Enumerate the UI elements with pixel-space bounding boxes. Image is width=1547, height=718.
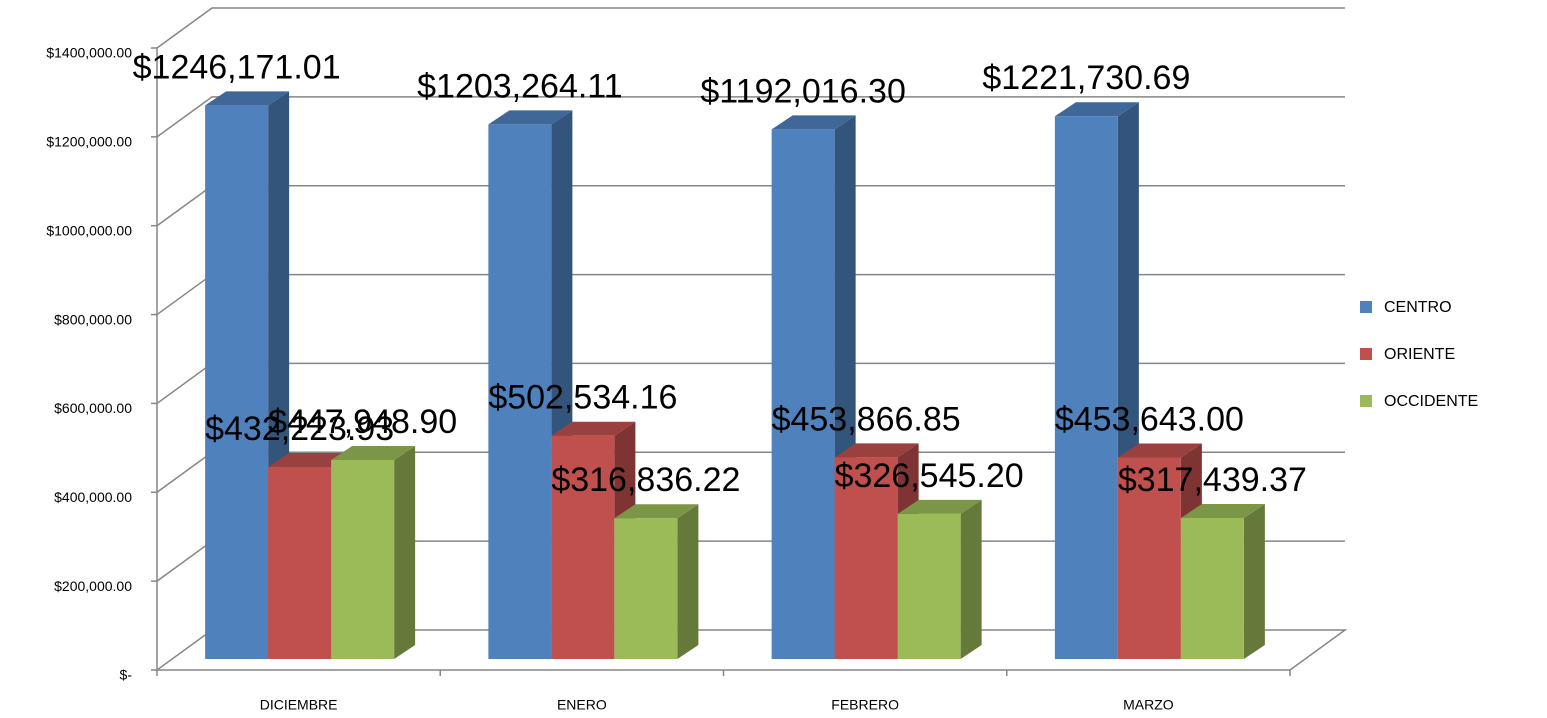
bar-top [614, 504, 699, 519]
y-tick-label: $600,000.00 [54, 400, 132, 416]
y-tick-label: $1400,000.00 [46, 45, 132, 61]
value-label: $453,866.85 [772, 400, 961, 438]
legend-swatch [1360, 301, 1372, 313]
value-label: $1203,264.11 [417, 67, 622, 105]
y-tick-label: $200,000.00 [54, 578, 132, 594]
bar [331, 459, 395, 659]
bar-side [960, 499, 982, 659]
value-label: $502,534.16 [488, 379, 677, 417]
bar-top [834, 443, 919, 458]
bar-side [1243, 503, 1265, 659]
grid-line [156, 273, 1345, 316]
bar-top [897, 499, 982, 514]
value-label: $453,643.00 [1055, 400, 1244, 438]
bar-top [1054, 102, 1139, 117]
legend-label: ORIENTE [1384, 346, 1455, 363]
bar-side [677, 504, 699, 659]
grid-line [156, 362, 1345, 405]
value-label: $316,836.22 [551, 461, 740, 499]
x-tick-label: FEBRERO [831, 697, 899, 713]
legend-label: OCCIDENTE [1384, 393, 1478, 410]
y-tick-label: $1000,000.00 [46, 222, 132, 238]
y-tick-label: $1200,000.00 [46, 134, 132, 150]
legend-label: CENTRO [1384, 299, 1452, 316]
grid-line [156, 184, 1345, 227]
bar [551, 435, 615, 659]
bar-top [771, 115, 856, 130]
bar [1117, 457, 1181, 659]
bar [1180, 517, 1244, 659]
y-tick-label: $- [120, 667, 133, 683]
bar-top [1117, 443, 1202, 458]
bar [771, 129, 835, 660]
value-label: $1221,730.69 [982, 59, 1190, 97]
value-label: $317,439.37 [1118, 461, 1307, 499]
bar [834, 457, 898, 659]
bar [205, 105, 269, 660]
bar-top [1180, 503, 1265, 518]
bar-side [394, 445, 416, 659]
bar-top [551, 421, 636, 436]
bar [488, 124, 552, 660]
bar-top [205, 91, 290, 106]
grid-line [156, 7, 1345, 49]
value-label: $447,948.90 [268, 403, 457, 441]
x-tick-label: MARZO [1123, 697, 1174, 713]
legend-swatch [1360, 395, 1372, 407]
bar-top [331, 445, 416, 460]
y-tick-label: $800,000.00 [54, 311, 132, 327]
x-tick-label: DICIEMBRE [260, 697, 338, 713]
x-tick-label: ENERO [557, 697, 607, 713]
bar [614, 518, 678, 659]
grid-line [156, 96, 1345, 138]
floor [154, 629, 1348, 671]
bar [897, 513, 961, 659]
bar [1054, 116, 1118, 659]
legend-swatch [1360, 348, 1372, 360]
bar-top [488, 110, 573, 125]
value-label: $432,223.93 [205, 410, 394, 448]
value-label: $326,545.20 [835, 457, 1024, 495]
value-label: $1246,171.01 [133, 48, 341, 86]
y-tick-label: $400,000.00 [54, 489, 132, 505]
bar [268, 466, 332, 659]
value-label: $1192,016.30 [700, 72, 905, 110]
